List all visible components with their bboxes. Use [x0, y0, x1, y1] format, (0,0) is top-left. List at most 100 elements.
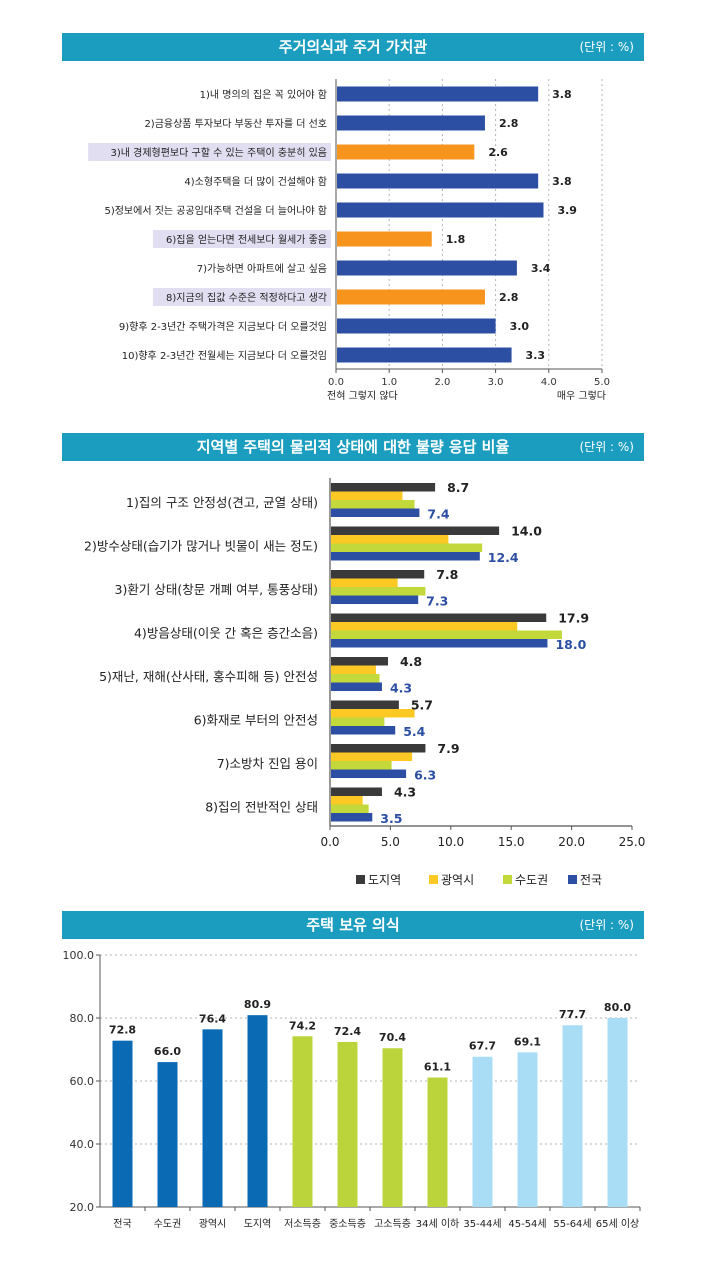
- bar-3: [331, 674, 380, 683]
- category-label: 7)소방차 진입 용이: [217, 756, 318, 771]
- bar-1: [331, 744, 426, 753]
- bar-4: [331, 682, 382, 691]
- category-label: 8)집의 전반적인 상태: [205, 800, 318, 815]
- category-label: 광역시: [199, 1218, 227, 1230]
- bar: [202, 1029, 223, 1207]
- home-ownership-unit: (단위 : %): [579, 918, 634, 932]
- bar-2: [331, 665, 376, 674]
- bar: [157, 1062, 178, 1207]
- housing-values-chart: 0.0 1.0 2.0 3.0 4.0 5.0 1)내 명의의 집은 꼭 있어야 함 3.8 2…: [88, 79, 610, 402]
- bar-3: [331, 543, 483, 552]
- bar: [472, 1056, 493, 1207]
- value-label: 76.4: [199, 1012, 226, 1025]
- category-label: 3)내 경제형편보다 구할 수 있는 주택이 충분히 있음: [110, 146, 327, 159]
- category-label: 45-54세: [508, 1218, 546, 1230]
- value-label: 74.2: [289, 1019, 316, 1032]
- bar-4: [331, 769, 407, 778]
- bar: [337, 202, 544, 218]
- category-label: 2)방수상태(습기가 많거나 빗물이 새는 정도): [84, 539, 318, 554]
- housing-values-header: 주거의식과 주거 가치관 (단위 : %): [62, 33, 644, 61]
- bar-2: [331, 796, 363, 805]
- bar: [337, 289, 485, 305]
- category-label: 4)소형주택을 더 많이 건설해야 함: [184, 175, 327, 188]
- bar: [607, 1018, 628, 1207]
- bar-3: [331, 761, 392, 770]
- housing-values-unit: (단위 : %): [579, 40, 634, 54]
- value-label: 3.9: [557, 204, 577, 217]
- legend-label: 광역시: [441, 873, 474, 887]
- value-label: 70.4: [379, 1031, 406, 1044]
- category-label: 1)집의 구조 안정성(견고, 균열 상태): [126, 495, 318, 510]
- value-label-jeonguk: 6.3: [414, 768, 436, 783]
- y-tick-label: 20.0: [70, 1201, 95, 1214]
- value-label-jeonguk: 18.0: [555, 637, 586, 652]
- bar: [337, 173, 539, 189]
- bar: [337, 144, 475, 160]
- legend-swatch: [568, 875, 577, 884]
- x-tick-label: 25.0: [619, 835, 646, 849]
- bar-1: [331, 787, 382, 796]
- category-label: 전국: [113, 1218, 131, 1230]
- x-tick-label: 0.0: [328, 377, 344, 388]
- category-label: 10)향후 2-3년간 전월세는 지금보다 더 오를것임: [122, 349, 327, 362]
- legend-label: 수도권: [515, 873, 548, 887]
- value-label-dojiyeok: 5.7: [411, 698, 433, 713]
- x-tick-label: 1.0: [381, 377, 397, 388]
- value-label-jeonguk: 12.4: [488, 550, 519, 565]
- y-tick-label: 60.0: [70, 1075, 95, 1088]
- bar: [247, 1015, 268, 1207]
- bar-2: [331, 578, 398, 587]
- bar-4: [331, 813, 373, 822]
- category-label: 8)지금의 집값 수준은 적정하다고 생각: [166, 291, 327, 304]
- home-ownership-header: 주택 보유 의식 (단위 : %): [62, 911, 644, 939]
- x-tick-label: 0.0: [320, 835, 339, 849]
- x-tick-label: 10.0: [437, 835, 464, 849]
- bar: [562, 1025, 583, 1207]
- value-label: 3.0: [510, 320, 530, 333]
- physical-condition-unit: (단위 : %): [579, 440, 634, 454]
- legend-swatch: [503, 875, 512, 884]
- bar-1: [331, 700, 399, 709]
- bar: [292, 1036, 313, 1207]
- bar: [337, 1041, 358, 1207]
- bar-3: [331, 587, 426, 596]
- value-label-jeonguk: 7.3: [426, 594, 448, 609]
- category-label: 6)화재로 부터의 안전성: [194, 713, 318, 728]
- category-label: 5)정보에서 짓는 공공임대주택 건설을 더 늘어나야 함: [104, 204, 327, 217]
- bar-4: [331, 508, 420, 517]
- category-label: 도지역: [244, 1218, 272, 1230]
- value-label: 72.8: [109, 1024, 136, 1037]
- bar-3: [331, 500, 415, 509]
- bar: [112, 1040, 133, 1207]
- value-label: 80.9: [244, 998, 271, 1011]
- category-label: 34세 이하: [416, 1217, 460, 1230]
- bar-1: [331, 483, 436, 492]
- category-label: 2)금융상품 투자보다 부동산 투자를 더 선호: [144, 118, 327, 130]
- bar: [337, 86, 539, 102]
- bar-4: [331, 726, 396, 735]
- category-label: 3)환기 상태(창문 개폐 여부, 통풍상태): [115, 582, 318, 597]
- value-label: 72.4: [334, 1025, 361, 1038]
- category-label: 7)가능하면 아파트에 살고 싶음: [197, 262, 327, 275]
- value-label: 69.1: [514, 1035, 541, 1048]
- legend-label: 전국: [580, 873, 602, 887]
- x-tick-label: 2.0: [434, 377, 450, 388]
- value-label: 80.0: [604, 1001, 631, 1014]
- bar-2: [331, 535, 449, 544]
- bar-2: [331, 622, 518, 631]
- value-label: 2.8: [499, 291, 518, 304]
- x-axis-label-right: 매우 그렇다: [557, 389, 606, 402]
- bar: [337, 231, 432, 247]
- value-label: 3.8: [552, 175, 572, 188]
- value-label-jeonguk: 5.4: [403, 724, 425, 739]
- value-label-dojiyeok: 4.8: [400, 654, 422, 669]
- value-label-dojiyeok: 14.0: [511, 524, 542, 539]
- value-label: 66.0: [154, 1045, 181, 1058]
- bar: [517, 1052, 538, 1207]
- bar-2: [331, 491, 403, 500]
- x-tick-label: 20.0: [558, 835, 585, 849]
- category-label: 고소득층: [374, 1218, 411, 1230]
- bar: [337, 260, 517, 276]
- y-tick-label: 40.0: [70, 1138, 95, 1151]
